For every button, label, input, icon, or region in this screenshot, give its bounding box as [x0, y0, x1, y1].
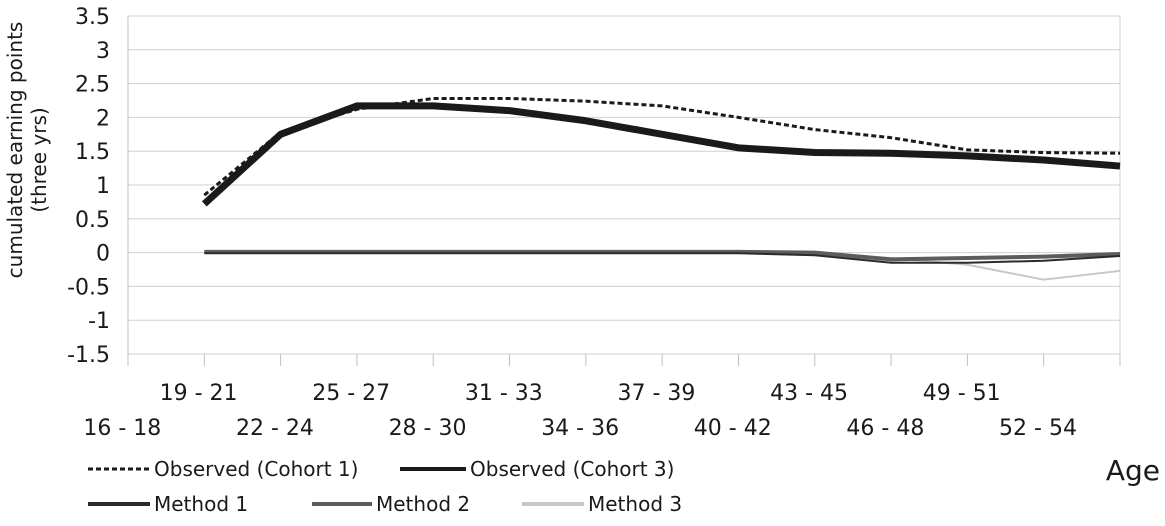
- gridlines: [128, 15, 1120, 355]
- x-tick-label: 25 - 27: [312, 381, 390, 406]
- x-tick-label: 34 - 36: [541, 416, 619, 441]
- y-tick-label: 0: [96, 242, 110, 267]
- y-tick-label: 1.5: [75, 140, 110, 165]
- y-tick-label: 2.5: [75, 73, 110, 98]
- x-tick-label: 49 - 51: [923, 381, 1001, 406]
- series-lines: [201, 96, 1121, 281]
- x-tick-label: 31 - 33: [465, 381, 543, 406]
- y-tick-label: -1: [88, 309, 110, 334]
- axes: [127, 16, 1121, 366]
- x-tick-label: 52 - 54: [999, 416, 1077, 441]
- y-tick-label: -1.5: [67, 343, 110, 368]
- x-tick-label: 19 - 21: [160, 381, 238, 406]
- x-tick-label: 28 - 30: [389, 416, 467, 441]
- y-axis-title-line: (three yrs): [27, 107, 51, 212]
- x-tick-labels: 16 - 18 19 - 21 22 - 24 25 - 27 28 - 30 31 - …: [83, 381, 1077, 441]
- y-axis-title-line: cumulated earning points: [3, 22, 27, 279]
- x-tick-label: 43 - 45: [770, 381, 848, 406]
- y-tick-label: -0.5: [67, 275, 110, 300]
- x-tick-label: 40 - 42: [694, 416, 772, 441]
- series-line: [204, 252, 1121, 264]
- x-axis-title: Age: [1106, 454, 1160, 487]
- series-line: [203, 96, 1121, 197]
- y-tick-label: 3: [96, 39, 110, 64]
- x-tick-label: 37 - 39: [618, 381, 696, 406]
- legend: Observed (Cohort 1) Observed (Cohort 3)Me…: [88, 457, 682, 516]
- y-tick-label: 2: [96, 106, 110, 131]
- y-tick-label: 1: [96, 174, 110, 199]
- series-line: [204, 249, 1121, 262]
- legend-label: Observed (Cohort 1): [154, 457, 358, 481]
- legend-label: Method 3: [588, 492, 682, 516]
- y-tick-labels: 3.5 3 2.5 2 1.5 1 0.5 0 -0.5 -1 -1.5: [67, 5, 110, 368]
- legend-label: Observed (Cohort 3): [470, 457, 674, 481]
- legend-label: Method 1: [154, 492, 248, 516]
- y-axis-title: cumulated earning points (three yrs): [3, 22, 51, 279]
- y-tick-label: 0.5: [75, 208, 110, 233]
- series-line: [201, 102, 1121, 207]
- x-tick-label: 16 - 18: [83, 416, 161, 441]
- y-tick-label: 3.5: [75, 5, 110, 30]
- legend-label: Method 2: [376, 492, 470, 516]
- x-tick-label: 22 - 24: [236, 416, 314, 441]
- x-tick-label: 46 - 48: [846, 416, 924, 441]
